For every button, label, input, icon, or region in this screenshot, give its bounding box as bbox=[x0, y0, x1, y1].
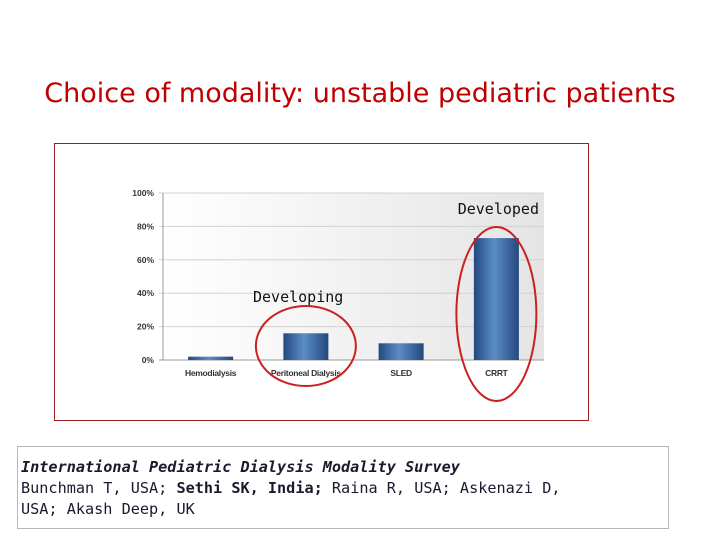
annotation-label: Developing bbox=[253, 288, 343, 306]
bar bbox=[378, 343, 424, 360]
y-tick-label: 80% bbox=[137, 221, 154, 231]
y-tick-label: 40% bbox=[137, 288, 154, 298]
y-tick-label: 0% bbox=[142, 355, 155, 365]
citation-authors-line2: USA; Akash Deep, UK bbox=[21, 500, 195, 518]
y-tick-label: 60% bbox=[137, 255, 154, 265]
bar-chart: 0% 20% 40% 60% 80% 100% Hemodialysis Peritoneal… bbox=[132, 188, 544, 402]
annotation-label: Developed bbox=[458, 200, 539, 218]
x-tick-label: Peritoneal Dialysis bbox=[271, 368, 341, 378]
bar bbox=[283, 333, 329, 360]
citation-authors-part2: Raina R, USA; Askenazi D, bbox=[322, 479, 561, 497]
x-tick-label: SLED bbox=[390, 368, 412, 378]
bar bbox=[473, 238, 519, 360]
slide-title: Choice of modality: unstable pediatric p… bbox=[44, 78, 676, 109]
citation-authors-highlight: Sethi SK, India; bbox=[176, 479, 323, 497]
citation-title: International Pediatric Dialysis Modalit… bbox=[21, 458, 460, 476]
bar bbox=[188, 356, 234, 360]
y-tick-label: 20% bbox=[137, 322, 154, 332]
annotation-ring bbox=[455, 226, 538, 402]
citation-box: International Pediatric Dialysis Modalit… bbox=[17, 446, 669, 529]
citation-authors-part1: Bunchman T, USA; bbox=[21, 479, 177, 497]
x-tick-label: Hemodialysis bbox=[185, 368, 237, 378]
citation-authors-line1: Bunchman T, USA; Sethi SK, India; Raina … bbox=[21, 478, 668, 499]
annotation-ring bbox=[254, 305, 357, 387]
chart-frame: 0% 20% 40% 60% 80% 100% Hemodialysis Peritoneal… bbox=[54, 143, 589, 421]
y-tick-label: 100% bbox=[132, 188, 154, 198]
x-tick-label: CRRT bbox=[485, 368, 509, 378]
